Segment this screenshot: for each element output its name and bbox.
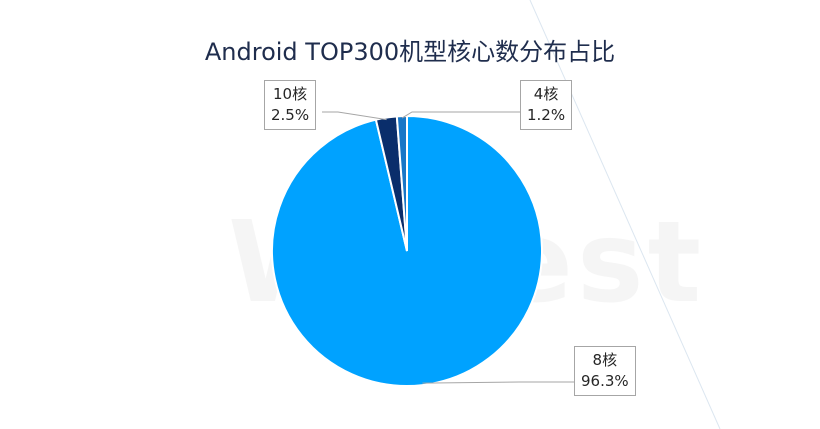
data-label-4-core: 4核 1.2%	[520, 80, 573, 130]
chart-title: Android TOP300机型核心数分布占比	[204, 38, 616, 66]
slice-label-10-core: 10核	[273, 85, 308, 103]
slice-label-4-core: 4核	[533, 85, 559, 103]
leader-line-4-core	[401, 111, 522, 119]
slice-value-10-core: 2.5%	[271, 106, 310, 124]
data-label-10-core: 10核 2.5%	[264, 80, 317, 130]
leader-line-10-core	[322, 111, 387, 121]
data-label-8-core: 8核 96.3%	[574, 346, 636, 396]
slice-value-8-core: 96.3%	[581, 372, 629, 390]
slice-value-4-core: 1.2%	[527, 106, 566, 124]
slice-label-8-core: 8核	[592, 351, 618, 369]
slice-4-core	[395, 114, 408, 252]
leader-line-8-core	[422, 381, 600, 384]
